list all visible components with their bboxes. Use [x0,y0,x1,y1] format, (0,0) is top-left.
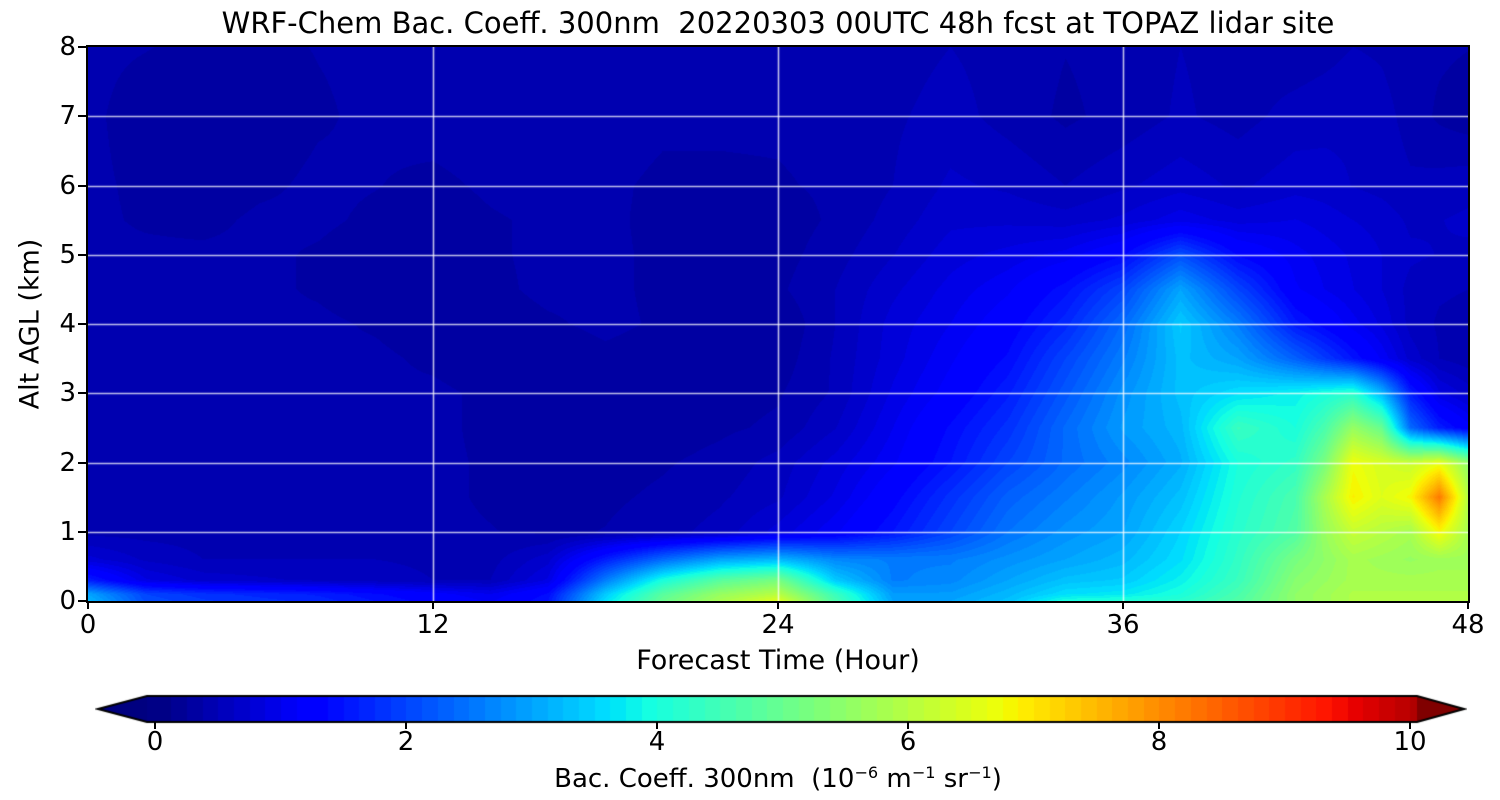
colorbar-label-superscript: −1 [911,763,936,782]
colorbar-tick-mark-6 [907,722,909,729]
colorbar-tick-label-0: 0 [146,727,164,757]
y-tick-label-8: 8 [59,32,76,62]
colorbar-label-text: sr [935,763,968,794]
y-tick-label-6: 6 [59,170,76,201]
colorbar-tick-label-6: 6 [899,727,917,757]
x-tick-label-0: 0 [79,610,97,640]
colorbar-label-text: ) [991,763,1002,794]
y-tick-mark-6 [78,184,86,187]
colorbar-label-superscript: −6 [854,763,879,782]
colorbar-tick-label-10: 10 [1393,727,1427,757]
colorbar-tick-mark-8 [1158,722,1160,729]
colorbar-canvas [95,694,1467,724]
y-tick-mark-3 [78,392,86,395]
colorbar-tick-mark-4 [656,722,658,729]
y-tick-mark-4 [78,323,86,325]
chart-title: WRF-Chem Bac. Coeff. 300nm 20220303 00UT… [221,6,1335,40]
colorbar-label: Bac. Coeff. 300nm (10−6 m−1 sr−1) [554,757,1002,795]
x-tick-mark-24 [777,601,779,609]
x-axis-label: Forecast Time (Hour) [636,645,920,676]
y-tick-mark-0 [78,600,86,602]
colorbar-tick-mark-2 [405,722,407,729]
y-tick-label-4: 4 [59,309,76,339]
y-tick-label-2: 2 [59,447,76,478]
colorbar-label-superscript: −1 [967,763,992,782]
y-tick-label-5: 5 [59,239,76,270]
x-tick-mark-12 [432,601,434,609]
colorbar-label-text: m [878,763,912,794]
x-tick-label-48: 48 [1451,610,1485,640]
colorbar-tick-mark-0 [154,722,156,729]
x-tick-label-12: 12 [416,610,450,640]
colorbar-tick-label-4: 4 [648,727,666,757]
colorbar-label-text: Bac. Coeff. 300nm (10 [554,763,855,794]
y-tick-mark-2 [78,461,86,464]
x-tick-mark-0 [87,601,89,609]
colorbar-tick-label-8: 8 [1150,727,1168,757]
y-tick-label-1: 1 [59,516,76,547]
colorbar-tick-label-2: 2 [397,727,415,757]
y-tick-mark-7 [78,115,86,118]
y-tick-mark-8 [78,46,86,48]
y-tick-mark-1 [78,530,86,533]
x-tick-label-24: 24 [761,610,795,640]
y-tick-mark-5 [78,253,86,256]
y-tick-label-0: 0 [59,586,76,616]
colorbar-tick-mark-10 [1409,722,1411,729]
x-tick-mark-36 [1122,601,1124,609]
x-tick-label-36: 36 [1106,610,1140,640]
heatmap-canvas [88,47,1468,601]
x-tick-mark-48 [1467,601,1469,609]
y-tick-label-7: 7 [59,101,76,132]
y-tick-label-3: 3 [59,378,76,409]
